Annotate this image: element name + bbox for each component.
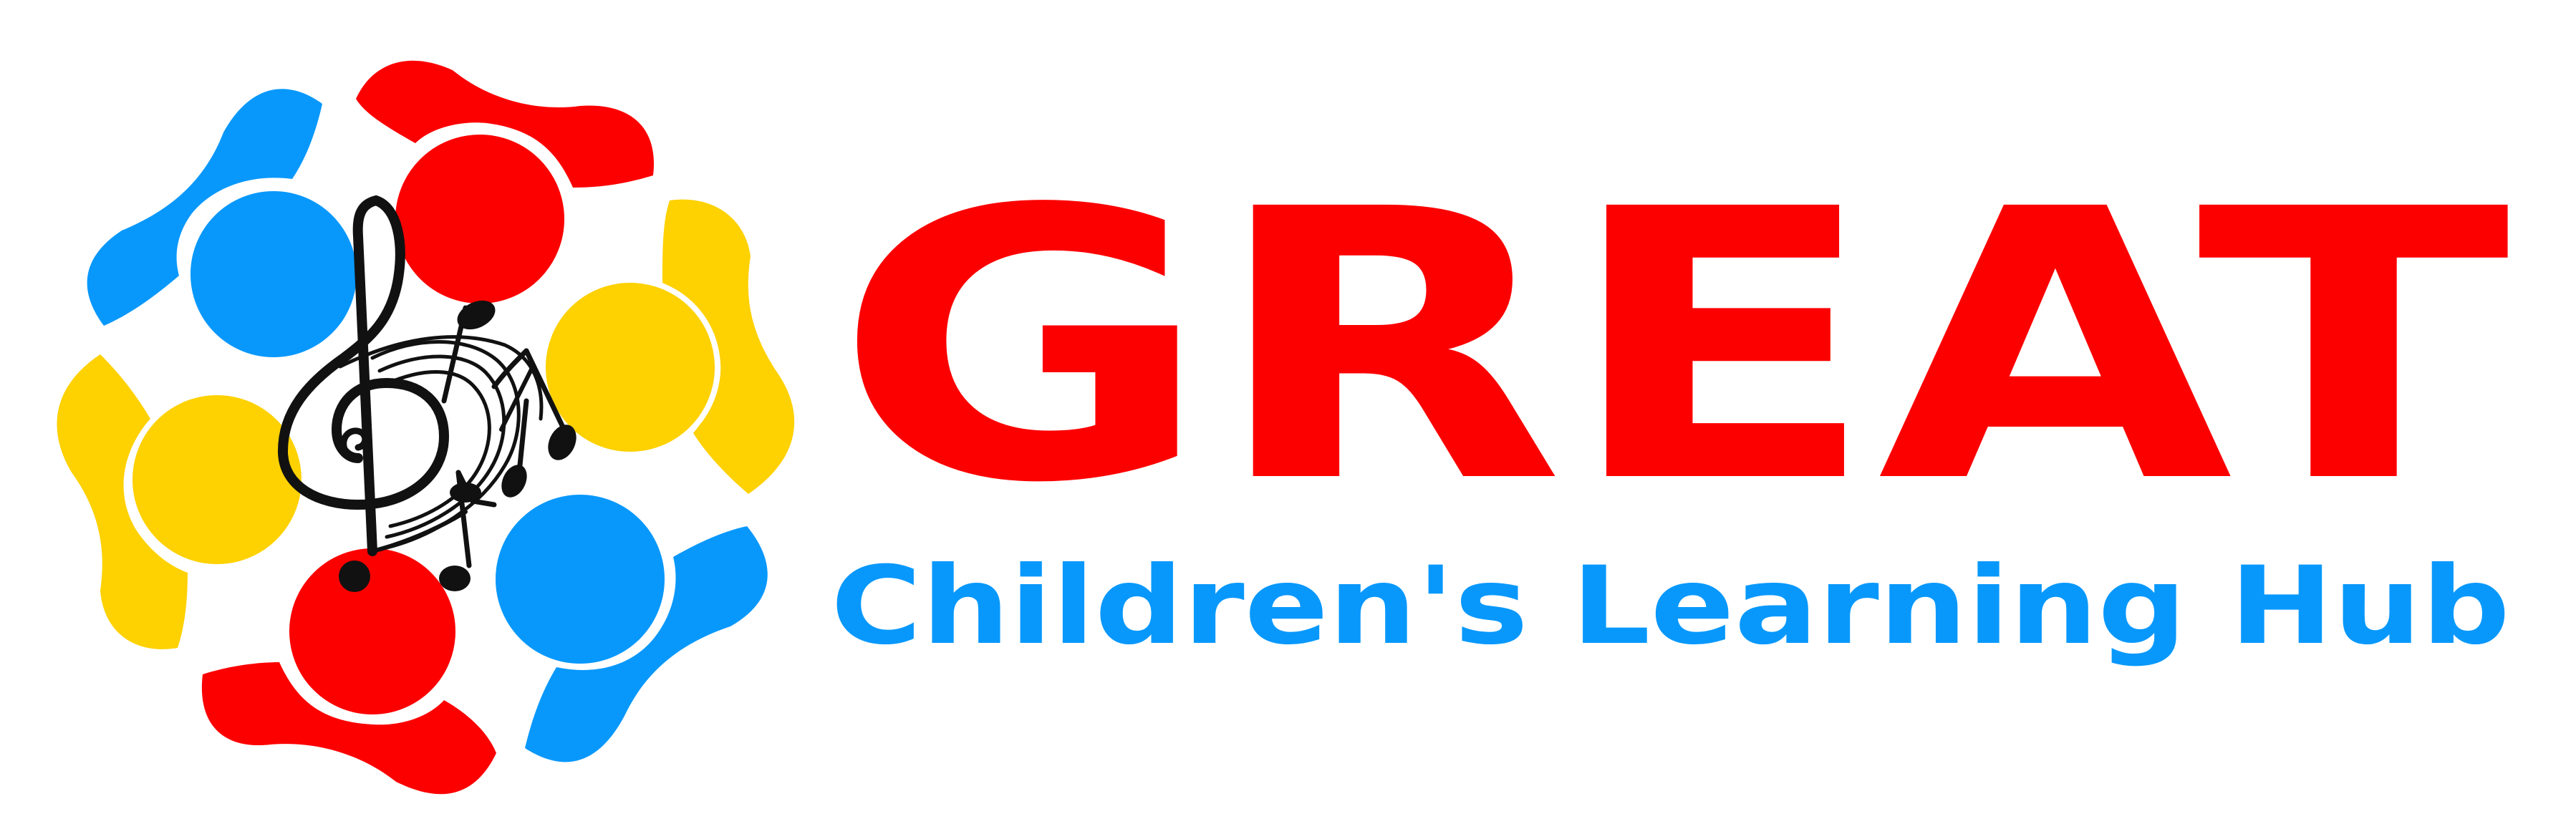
children-circle-emblem [57, 60, 795, 795]
blue-child-figure-bottom-right [490, 489, 768, 762]
yellow-child-figure-right [540, 199, 795, 494]
red-child-figure-bottom [201, 543, 496, 795]
treble-clef-with-music-notes-icon [277, 195, 577, 592]
logo-title: GREAT [834, 130, 2512, 564]
yellow-child-figure-left [57, 354, 307, 649]
logo-tagline: Children's Learning Hub [831, 544, 2510, 669]
red-child-figure-top [356, 60, 655, 309]
blue-child-figure-top-left [87, 89, 362, 363]
